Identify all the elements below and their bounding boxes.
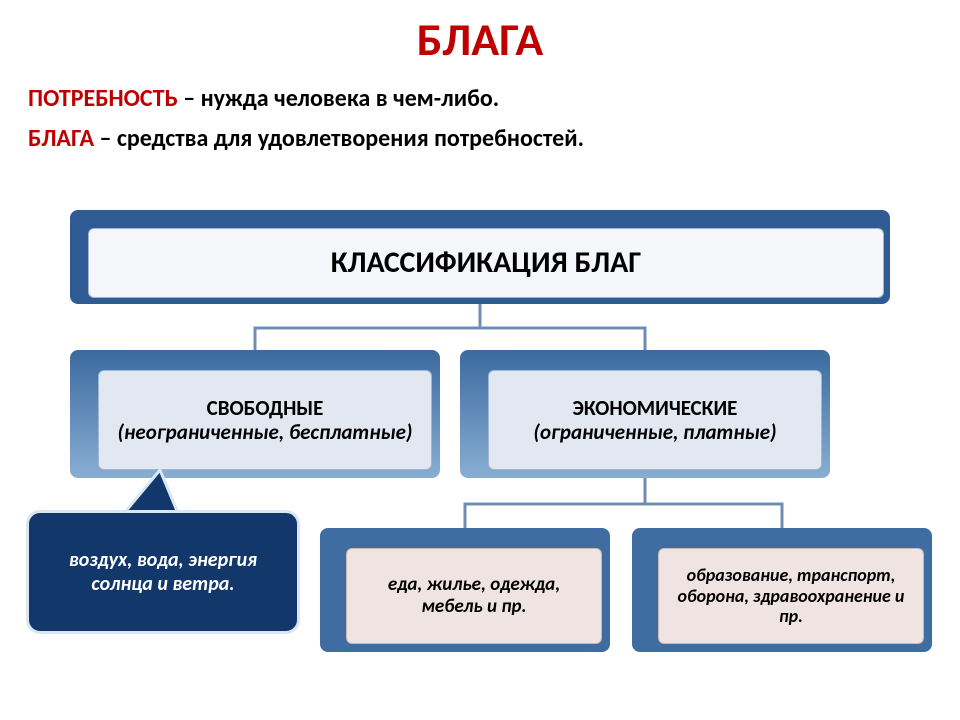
page-title: БЛАГА [0,0,960,68]
def-term-2: БЛАГА [28,124,94,153]
def-term-1: ПОТРЕБНОСТЬ [28,84,178,113]
definitions: ПОТРЕБНОСТЬ – нужда человека в чем-либо.… [0,68,960,154]
def-rest-2: – средства для удовлетворения потребност… [94,124,584,153]
definition-blaga: БЛАГА – средства для удовлетворения потр… [28,124,932,154]
callout-tail-svg [0,210,960,720]
definition-potrebnost: ПОТРЕБНОСТЬ – нужда человека в чем-либо. [28,84,932,114]
def-rest-1: – нужда человека в чем-либо. [178,84,499,113]
callout-free-examples: воздух, вода, энергия солнца и ветра. [26,510,300,634]
classification-tree: ЧАСТНЫЕ ОБЩЕСТВЕННЫЕ КЛАССИФИКАЦИЯ БЛАГ … [0,210,960,720]
